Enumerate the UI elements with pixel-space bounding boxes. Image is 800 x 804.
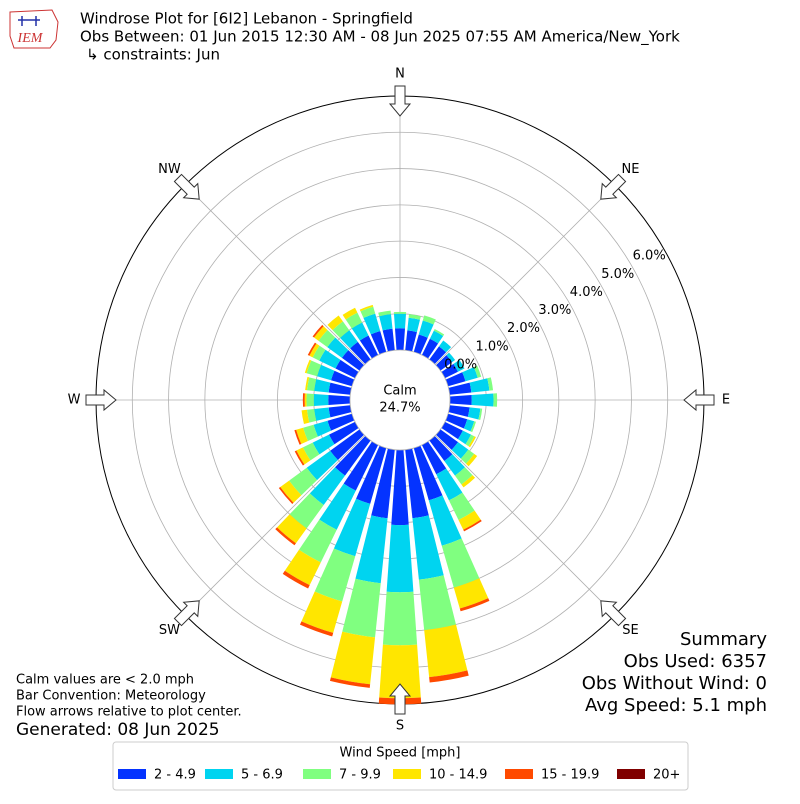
flow-arrow [86,390,116,410]
spoke [185,185,365,365]
logo: IEM [10,10,58,48]
summary-line: Avg Speed: 5.1 mph [585,695,767,716]
bar-segment [407,318,420,332]
bar-segment [305,393,307,406]
bar-segment [395,328,405,350]
direction-label: NE [622,162,640,177]
bar-segment [391,450,408,525]
legend-label: 10 - 14.9 [429,768,487,783]
flow-arrow-shape [86,390,116,410]
flow-arrow-shape [684,390,714,410]
flow-arrow-shape [390,86,410,116]
calm-label: Calm [383,384,416,399]
bar-segment [342,579,380,638]
bar-segment [303,393,305,407]
legend-swatch [303,769,331,779]
chart-title: Windrose Plot for [6I2] Lebanon - Spring… [80,10,413,28]
r-tick-label: 3.0% [538,303,571,318]
calm-value: 24.7% [379,401,420,416]
legend-label: 20+ [653,768,680,783]
summary-line: Obs Without Wind: 0 [582,673,767,694]
r-tick-label: 1.0% [476,339,509,354]
direction-label: N [395,67,405,82]
generated: Generated: 08 Jun 2025 [16,720,220,740]
chart-subtitle: Obs Between: 01 Jun 2015 12:30 AM - 08 J… [80,28,680,47]
bar-segment [383,592,417,645]
legend-label: 15 - 19.9 [541,768,599,783]
bar-segment [314,394,329,406]
spoke [435,185,615,365]
summary-line: Summary [680,629,767,650]
bar-segment [328,395,350,405]
bar-segment [379,314,392,330]
bar-segment [331,632,375,685]
legend-swatch [505,769,533,779]
bar-segment [442,538,480,587]
bar-segment [450,395,472,405]
note: Bar Convention: Meteorology [16,689,206,704]
direction-label: E [722,393,730,408]
bar-segment [314,379,330,392]
r-tick-label: 4.0% [570,285,603,300]
bar-segment [424,625,467,678]
constraints: ↳ constraints: Jun [86,46,220,64]
legend-label: 5 - 6.9 [241,768,283,783]
bar-segment [314,408,330,421]
legend-swatch [617,769,645,779]
r-tick-label: 5.0% [601,267,634,282]
bar-segment [472,393,494,406]
logo-text: IEM [17,31,44,46]
legend-swatch [393,769,421,779]
r-tick-label: 0.0% [444,358,477,373]
bar-segment [394,312,406,314]
direction-label: SE [622,623,638,638]
direction-label: S [396,719,404,734]
direction-label: NW [158,162,181,177]
legend-swatch [205,769,233,779]
bar-segment [470,378,490,392]
r-tick-label: 6.0% [633,249,666,264]
direction-label: SW [159,623,180,638]
bar-segment [468,407,481,419]
summary-line: Obs Used: 6357 [624,651,767,672]
flow-arrow [684,390,714,410]
bar-segment [394,314,406,329]
r-tick-label: 2.0% [507,321,540,336]
note: Flow arrows relative to plot center. [16,705,242,720]
logo-icon [18,16,40,26]
legend-title: Wind Speed [mph] [340,746,461,761]
note: Calm values are < 2.0 mph [16,673,194,688]
bar-segment [306,393,313,406]
legend-label: 2 - 4.9 [154,768,196,783]
legend-swatch [118,769,146,779]
legend-label: 7 - 9.9 [339,768,381,783]
flow-arrow [390,86,410,116]
direction-label: W [68,393,81,408]
bar-segment [387,525,414,592]
bar-segment [493,393,497,407]
bar-segment [419,575,456,630]
